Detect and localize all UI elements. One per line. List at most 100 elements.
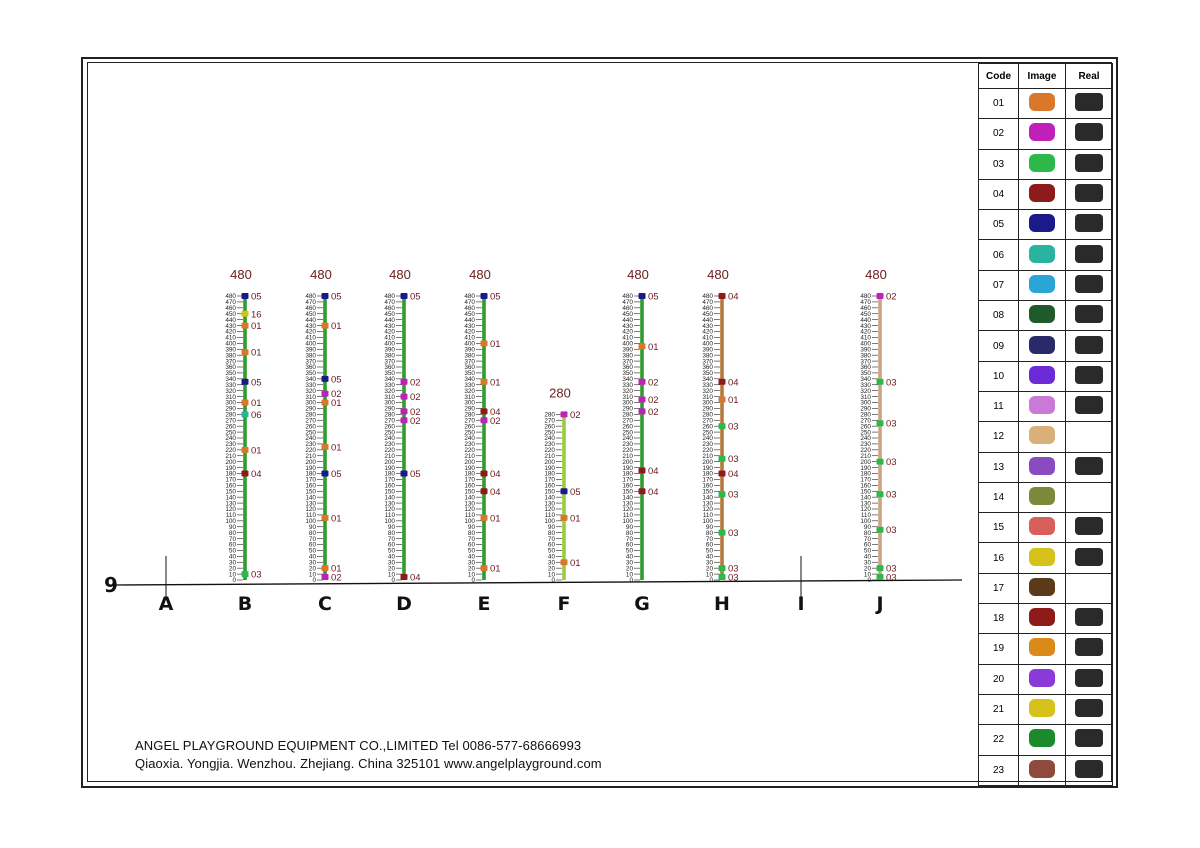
tick-label: 160 [305,483,316,490]
tick-label: 430 [622,323,633,330]
height-label-D: 480 [389,267,411,282]
tick-label: 160 [702,483,713,490]
legend-code: 18 [978,603,1019,635]
legend-row: 22 [978,724,1113,756]
tick-label: 320 [702,388,713,395]
tick-label: 0 [232,577,236,584]
legend-code: 13 [978,451,1019,483]
tick-label: 210 [384,453,395,460]
tick-label: 150 [305,488,316,495]
tick-label: 310 [702,394,713,401]
tick-label: 440 [702,317,713,324]
tick-label: 40 [626,554,634,561]
legend-code: 04 [978,178,1019,211]
legend-image [1018,724,1066,756]
connector-code-label: 05 [648,292,659,303]
legend-image [1018,512,1066,544]
legend-row: 17 [978,572,1113,605]
tick-label: 190 [225,465,236,472]
legend-real [1065,178,1113,211]
legend-row: 23 [978,754,1113,786]
tick-label: 370 [225,358,236,365]
legend-code: 01 [978,87,1019,120]
tick-label: 150 [384,488,395,495]
connector-marker [480,340,488,347]
tick-label: 10 [864,571,872,578]
connector-code-label: 01 [570,558,581,569]
legend-real [1065,209,1113,241]
legend-real [1065,481,1113,514]
tick-label: 460 [622,305,633,312]
connector-marker [480,408,488,415]
column-letter-E: E [478,593,491,615]
tick-label: 180 [384,471,395,478]
legend-real [1065,451,1113,483]
tick-label: 260 [544,423,555,430]
legend-code: 23 [978,754,1019,786]
connector-code-label: 03 [886,457,897,468]
legend-image [1018,663,1066,695]
connector-code-label: 04 [490,469,501,480]
legend-real [1065,87,1113,120]
company-line: ANGEL PLAYGROUND EQUIPMENT CO.,LIMITED T… [135,738,582,753]
tick-label: 350 [622,370,633,377]
legend-row: 06 [978,239,1113,271]
legend-code: 06 [978,239,1019,271]
legend-image [1018,390,1066,423]
legend-code: 19 [978,633,1019,665]
height-label-G: 480 [627,267,649,282]
tick-label: 170 [384,477,395,484]
connector-image-icon [1029,577,1055,596]
tick-label: 50 [388,548,396,555]
connector-code-label: 05 [570,487,581,498]
tick-label: 420 [305,329,316,336]
connector-image-icon [1029,487,1055,505]
tick-label: 260 [384,423,395,430]
tick-label: 120 [225,506,236,513]
tick-label: 350 [702,370,713,377]
tick-label: 240 [464,435,475,442]
tick-label: 10 [388,571,396,578]
connector-marker [480,514,488,521]
tick-label: 440 [860,317,871,324]
tick-label: 170 [702,477,713,484]
tick-label: 120 [384,506,395,513]
connector-image-icon [1029,184,1055,203]
legend-image [1018,269,1066,302]
connector-marker [321,470,329,477]
pole-E [482,296,486,580]
tick-label: 360 [305,364,316,371]
tick-label: 230 [622,441,633,448]
connector-marker [321,443,329,450]
connector-marker [241,293,249,299]
tick-label: 270 [622,417,633,424]
connector-marker [241,310,249,317]
tick-label: 430 [702,323,713,330]
tick-label: 190 [464,465,475,472]
tick-label: 50 [864,548,872,555]
tick-label: 210 [702,453,713,460]
tick-label: 30 [548,559,556,566]
column-letter-B: B [238,593,252,615]
tick-label: 260 [622,423,633,430]
connector-marker [638,408,646,415]
tick-label: 410 [702,335,713,342]
connector-photo-icon [1075,729,1103,748]
tick-label: 450 [305,311,316,318]
tick-label: 210 [225,453,236,460]
legend-row: 09 [978,330,1113,362]
tick-label: 140 [702,494,713,501]
tick-label: 470 [702,299,713,306]
tick-label: 290 [225,406,236,413]
legend-image [1018,360,1066,392]
tick-label: 350 [384,370,395,377]
tick-label: 170 [225,477,236,484]
legend-image [1018,693,1066,726]
connector-marker [718,574,726,581]
legend-header-image: Image [1018,63,1066,89]
tick-label: 270 [702,417,713,424]
tick-label: 390 [464,346,475,353]
tick-label: 190 [622,465,633,472]
tick-label: 460 [305,305,316,312]
tick-label: 300 [622,400,633,407]
